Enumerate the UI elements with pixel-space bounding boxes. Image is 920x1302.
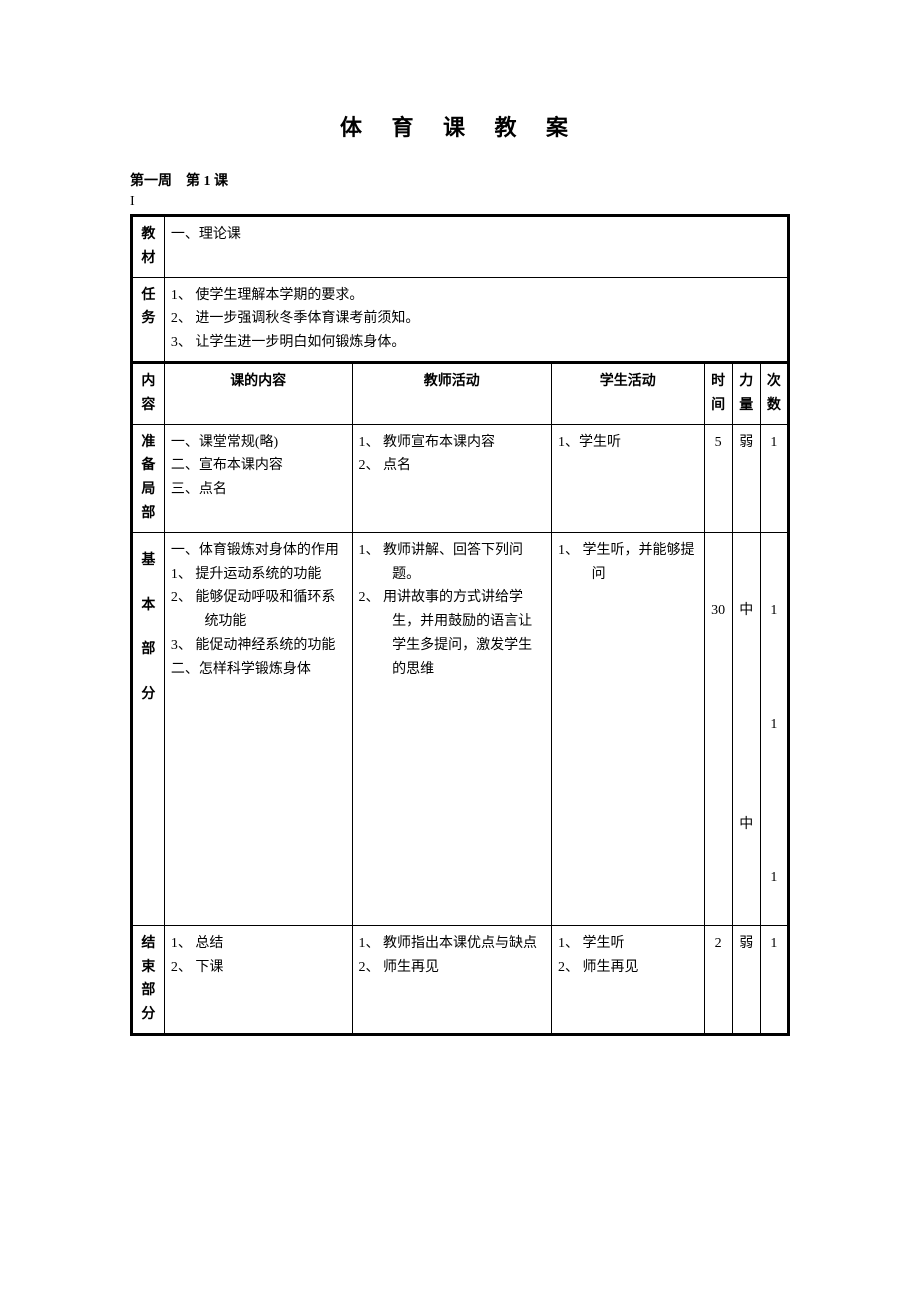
list-item: 1、 教师讲解、回答下列问题。 xyxy=(359,539,545,587)
end-time: 2 xyxy=(704,925,732,1034)
document-page: 体 育 课 教 案 第一周 第 1 课 I 教 材 一、理论课 任 务 xyxy=(0,0,920,1302)
list-item: 2、 师生再见 xyxy=(359,956,545,980)
lesson-plan-table: 教 材 一、理论课 任 务 1、 使学生理解本学期的要求。 2、 进一步强调秋冬… xyxy=(130,214,790,1036)
list-item: 3、 能促动神经系统的功能 xyxy=(171,634,346,658)
list-item: 1、 提升运动系统的功能 xyxy=(171,563,346,587)
list-item: 1、 教师指出本课优点与缺点 xyxy=(359,932,545,956)
list-item: 2、 师生再见 xyxy=(558,956,698,980)
end-label: 结 束 部 分 xyxy=(132,925,165,1034)
basic-time: 30 xyxy=(704,532,732,925)
list-item: 1、 总结 xyxy=(171,932,346,956)
header-lesson-content: 课的内容 xyxy=(164,362,352,424)
basic-teacher: 1、 教师讲解、回答下列问题。 2、 用讲故事的方式讲给学生，并用鼓励的语言让学… xyxy=(352,532,551,925)
end-count: 1 xyxy=(760,925,788,1034)
list-item: 1、 学生听，并能够提问 xyxy=(558,539,698,587)
section-marker: I xyxy=(130,194,790,210)
prep-label: 准 备 局 部 xyxy=(132,424,165,532)
list-item: 二、宣布本课内容 xyxy=(171,454,346,478)
basic-count: 1 1 1 xyxy=(760,532,788,925)
basic-intensity: 中 中 xyxy=(732,532,760,925)
basic-content: 一、体育锻炼对身体的作用 1、 提升运动系统的功能 2、 能够促动呼吸和循环系统… xyxy=(164,532,352,925)
week-lesson-subtitle: 第一周 第 1 课 xyxy=(130,170,790,190)
list-item: 一、体育锻炼对身体的作用 xyxy=(171,539,346,563)
prep-content: 一、课堂常规(略) 二、宣布本课内容 三、点名 xyxy=(164,424,352,532)
list-item: 1、学生听 xyxy=(558,431,698,455)
basic-student: 1、 学生听，并能够提问 xyxy=(551,532,704,925)
list-item: 2、 用讲故事的方式讲给学生，并用鼓励的语言让学生多提问，激发学生的思维 xyxy=(359,586,545,681)
header-intensity: 力 量 xyxy=(732,362,760,424)
column-header-row: 内 容 课的内容 教师活动 学生活动 时 间 力 量 次 数 xyxy=(132,362,789,424)
end-content: 1、 总结 2、 下课 xyxy=(164,925,352,1034)
end-row: 结 束 部 分 1、 总结 2、 下课 1、 教师指出本课优点与缺点 2、 师生… xyxy=(132,925,789,1034)
list-item: 1、 学生听 xyxy=(558,932,698,956)
list-item: 2、 能够促动呼吸和循环系统功能 xyxy=(171,586,346,634)
task-item: 3、 让学生进一步明白如何锻炼身体。 xyxy=(171,331,781,355)
task-item: 1、 使学生理解本学期的要求。 xyxy=(171,284,781,308)
list-item: 二、怎样科学锻炼身体 xyxy=(171,658,346,682)
task-label: 任 务 xyxy=(132,277,165,362)
end-student: 1、 学生听 2、 师生再见 xyxy=(551,925,704,1034)
prep-student: 1、学生听 xyxy=(551,424,704,532)
header-student: 学生活动 xyxy=(551,362,704,424)
material-cell: 一、理论课 xyxy=(164,216,788,278)
prep-teacher: 1、 教师宣布本课内容 2、 点名 xyxy=(352,424,551,532)
task-cell: 1、 使学生理解本学期的要求。 2、 进一步强调秋冬季体育课考前须知。 3、 让… xyxy=(164,277,788,362)
page-title: 体 育 课 教 案 xyxy=(130,110,790,142)
end-intensity: 弱 xyxy=(732,925,760,1034)
prep-count: 1 xyxy=(760,424,788,532)
end-teacher: 1、 教师指出本课优点与缺点 2、 师生再见 xyxy=(352,925,551,1034)
prep-intensity: 弱 xyxy=(732,424,760,532)
task-row: 任 务 1、 使学生理解本学期的要求。 2、 进一步强调秋冬季体育课考前须知。 … xyxy=(132,277,789,362)
task-item: 2、 进一步强调秋冬季体育课考前须知。 xyxy=(171,307,781,331)
list-item: 1、 教师宣布本课内容 xyxy=(359,431,545,455)
list-item: 2、 点名 xyxy=(359,454,545,478)
basic-label: 基 本 部 分 xyxy=(132,532,165,925)
header-count: 次 数 xyxy=(760,362,788,424)
list-item: 一、课堂常规(略) xyxy=(171,431,346,455)
basic-row: 基 本 部 分 一、体育锻炼对身体的作用 1、 提升运动系统的功能 2、 能够促… xyxy=(132,532,789,925)
list-item: 2、 下课 xyxy=(171,956,346,980)
header-time: 时 间 xyxy=(704,362,732,424)
prep-time: 5 xyxy=(704,424,732,532)
header-teacher: 教师活动 xyxy=(352,362,551,424)
material-label: 教 材 xyxy=(132,216,165,278)
prep-row: 准 备 局 部 一、课堂常规(略) 二、宣布本课内容 三、点名 1、 教师宣布本… xyxy=(132,424,789,532)
list-item: 三、点名 xyxy=(171,478,346,502)
material-row: 教 材 一、理论课 xyxy=(132,216,789,278)
header-section: 内 容 xyxy=(132,362,165,424)
